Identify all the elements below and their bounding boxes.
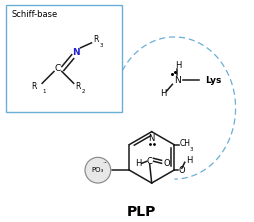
Text: CH: CH [179, 139, 190, 148]
Text: H: H [185, 156, 191, 165]
Text: PLP: PLP [127, 205, 156, 219]
Text: R: R [93, 35, 99, 44]
Text: 2: 2 [81, 89, 85, 94]
Text: C: C [55, 64, 61, 73]
Text: C: C [146, 157, 152, 166]
Text: 3: 3 [99, 43, 102, 48]
Text: N: N [148, 134, 154, 143]
Circle shape [85, 157, 110, 183]
Text: Lys: Lys [204, 76, 220, 85]
Text: 3: 3 [189, 147, 193, 153]
Text: R: R [31, 82, 36, 91]
Text: H: H [134, 159, 140, 168]
Text: N: N [72, 48, 79, 57]
Text: H: H [160, 89, 166, 98]
Text: 1: 1 [42, 89, 45, 94]
Text: N: N [173, 76, 180, 85]
Text: R: R [75, 82, 81, 91]
Text: O: O [178, 166, 185, 175]
Text: PO₃: PO₃ [91, 167, 104, 173]
Text: ⁻²: ⁻² [102, 161, 107, 166]
Text: Schiff-base: Schiff-base [11, 10, 57, 19]
Text: H: H [174, 61, 181, 70]
Text: O: O [163, 159, 169, 168]
FancyBboxPatch shape [6, 5, 122, 112]
